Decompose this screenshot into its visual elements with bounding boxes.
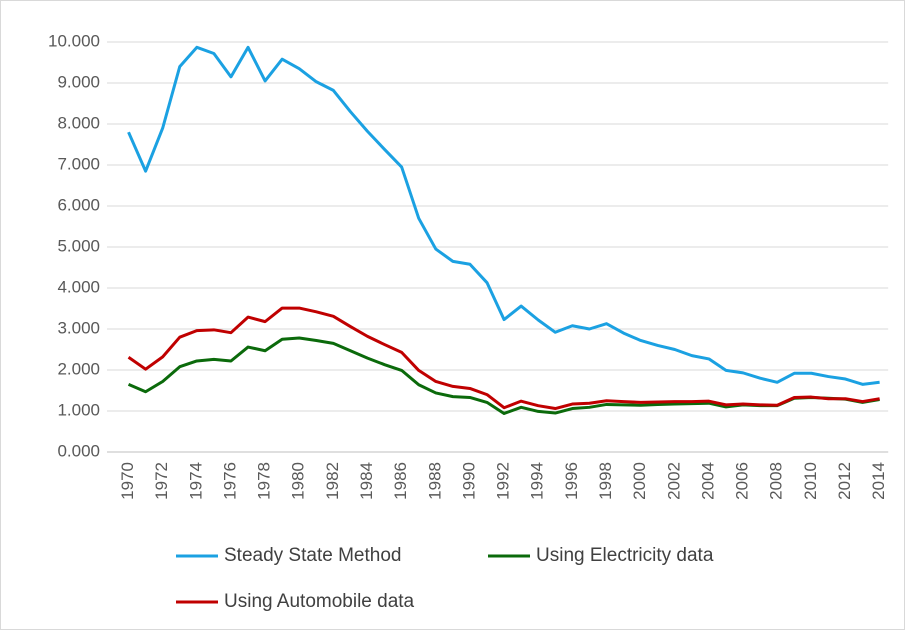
- x-tick-label: 1974: [186, 462, 205, 500]
- legend-label: Steady State Method: [224, 545, 401, 566]
- x-tick-label: 2008: [767, 462, 786, 500]
- x-tick-label: 2010: [801, 462, 820, 500]
- x-tick-label: 1992: [494, 462, 513, 500]
- x-tick-label: 1976: [220, 462, 239, 500]
- y-tick-label: 6.000: [57, 195, 100, 214]
- series-line: [127, 336, 880, 415]
- series-line: [127, 306, 880, 411]
- x-tick-label: 1984: [357, 462, 376, 500]
- x-tick-label: 1996: [562, 462, 581, 500]
- legend-label: Using Automobile data: [224, 591, 415, 612]
- x-tick-label: 1982: [323, 462, 342, 500]
- x-tick-label: 1986: [391, 462, 410, 500]
- x-tick-label: 2012: [835, 462, 854, 500]
- x-tick-label: 2006: [733, 462, 752, 500]
- y-tick-label: 10.000: [48, 31, 100, 50]
- legend-label: Using Electricity data: [536, 545, 714, 566]
- x-tick-label: 2000: [630, 462, 649, 500]
- x-tick-label: 2014: [869, 462, 888, 500]
- x-tick-label: 1980: [289, 462, 308, 500]
- x-tick-label: 1994: [528, 462, 547, 500]
- y-tick-label: 5.000: [57, 236, 100, 255]
- y-tick-label: 9.000: [57, 72, 100, 91]
- x-tick-label: 1990: [459, 462, 478, 500]
- x-tick-label: 1988: [425, 462, 444, 500]
- x-tick-label: 2002: [664, 462, 683, 500]
- y-tick-label: 8.000: [57, 113, 100, 132]
- x-tick-label: 1978: [255, 462, 274, 500]
- y-tick-label: 2.000: [57, 359, 100, 378]
- x-tick-label: 1970: [118, 462, 137, 500]
- x-tick-label: 1998: [596, 462, 615, 500]
- x-tick-label: 2004: [698, 462, 717, 500]
- y-tick-label: 4.000: [57, 277, 100, 296]
- y-tick-label: 1.000: [57, 400, 100, 419]
- y-tick-label: 7.000: [57, 154, 100, 173]
- series-line: [127, 45, 880, 386]
- x-tick-label: 1972: [152, 462, 171, 500]
- y-tick-label: 3.000: [57, 318, 100, 337]
- y-tick-label: 0.000: [57, 441, 100, 460]
